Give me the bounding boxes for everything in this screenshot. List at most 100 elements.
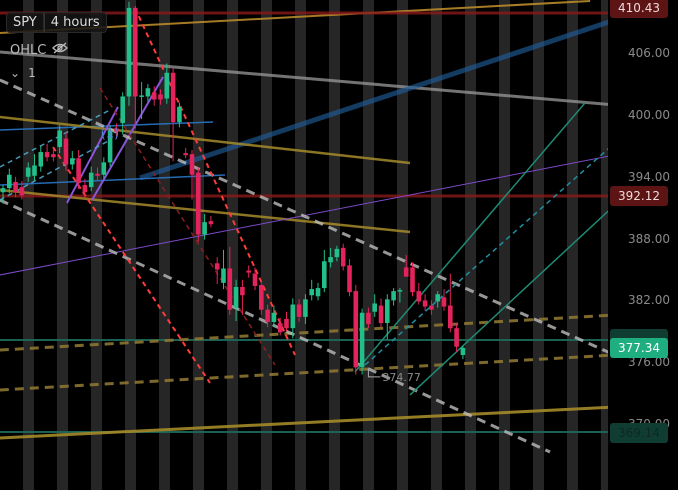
candle-body xyxy=(347,265,352,293)
trendline-drawing xyxy=(0,50,608,106)
price-tick-label: 394.00 xyxy=(628,169,670,184)
trendline-drawing xyxy=(0,174,226,186)
candle-body xyxy=(196,172,201,235)
candle-body xyxy=(57,130,62,147)
candle-body xyxy=(107,130,113,163)
candle-body xyxy=(259,284,264,310)
price-tick-label: 376.00 xyxy=(628,355,670,370)
candle-body xyxy=(290,304,296,329)
candle-body xyxy=(460,347,466,355)
trendline-drawing xyxy=(0,155,608,276)
price-tick-label: 388.00 xyxy=(628,231,670,246)
candle-body xyxy=(32,165,37,176)
candle-body xyxy=(252,273,258,286)
candle-body xyxy=(385,299,390,324)
collapse-count: 1 xyxy=(28,66,36,80)
price-axis[interactable]: 406.00400.00394.00388.00382.00376.00370.… xyxy=(608,0,678,490)
candle-body xyxy=(448,305,453,329)
candle-body xyxy=(88,172,94,188)
annotation-pointer xyxy=(367,368,381,378)
trendline-drawing xyxy=(0,188,411,234)
drawing-label: (1) xyxy=(101,127,119,142)
candle-body xyxy=(322,261,327,289)
candle-body xyxy=(435,294,440,302)
candle-body xyxy=(70,158,75,165)
candle-body xyxy=(139,95,144,97)
candle-body xyxy=(303,299,308,317)
candle-body xyxy=(391,291,396,301)
candle-body xyxy=(315,288,321,297)
trendline-drawing xyxy=(354,102,586,373)
candle-body xyxy=(359,312,365,368)
trendline-drawing xyxy=(0,109,111,168)
candle-body xyxy=(63,138,69,165)
price-label-badge: 377.34 xyxy=(610,338,668,359)
trendline-drawing xyxy=(409,210,608,396)
price-label-badge: 410.43 xyxy=(610,0,668,18)
price-tick-label: 382.00 xyxy=(628,293,670,308)
candle-body xyxy=(454,328,459,347)
candle-body xyxy=(340,247,346,267)
trendline-drawing xyxy=(0,115,411,165)
candle-body xyxy=(271,312,277,323)
trendline-drawing xyxy=(0,198,551,454)
candle-body xyxy=(353,291,359,368)
candle-body xyxy=(240,287,245,296)
candle-body xyxy=(183,153,188,156)
price-label-badge: 369.14 xyxy=(610,422,668,443)
candle-body xyxy=(202,222,207,235)
interval-label[interactable]: 4 hours xyxy=(43,12,107,33)
candle-body xyxy=(82,185,88,193)
collapse-toggle[interactable]: ⌄ 1 xyxy=(10,66,36,80)
candle-body xyxy=(397,290,403,292)
candle-body xyxy=(95,173,100,176)
candle-body xyxy=(208,221,214,225)
candle-body xyxy=(189,154,195,175)
chevron-down-icon[interactable]: ⌄ xyxy=(10,66,21,80)
candle-body xyxy=(0,188,6,193)
candle-body xyxy=(7,174,12,189)
candle-body xyxy=(133,7,138,97)
trendline-drawing xyxy=(0,405,608,440)
candle-body xyxy=(145,88,151,97)
trendline-drawing xyxy=(52,146,211,384)
candle-body xyxy=(221,268,226,283)
candle-body xyxy=(410,267,415,293)
candle-body xyxy=(25,167,31,177)
candle-body xyxy=(328,257,333,263)
candle-body xyxy=(51,154,56,158)
candle-body xyxy=(441,297,447,307)
candle-body xyxy=(422,300,428,307)
candle-body xyxy=(158,94,163,100)
candle-body xyxy=(151,92,157,100)
trendline-drawing xyxy=(0,353,608,392)
chart-plot-area[interactable]: 374.77 (1) xyxy=(0,0,608,490)
candle-body xyxy=(277,323,283,333)
candle-body xyxy=(309,289,314,296)
candle-body xyxy=(38,152,44,167)
candle-body xyxy=(120,96,125,124)
candlestick-chart[interactable]: 374.77 (1) xyxy=(0,0,608,490)
candle-body xyxy=(429,305,434,310)
candle-body xyxy=(101,162,107,175)
candle-body xyxy=(214,263,220,270)
eye-off-icon[interactable] xyxy=(52,42,69,58)
price-label-badge: 392.12 xyxy=(610,186,668,207)
symbol-legend[interactable]: SPY 4 hours xyxy=(6,12,107,33)
trendline-drawing xyxy=(0,121,214,131)
trendline-drawing xyxy=(0,78,608,354)
candle-body xyxy=(403,267,409,277)
candle-body xyxy=(13,181,18,193)
candle-body xyxy=(44,152,50,158)
trendline-drawing xyxy=(0,313,608,352)
candle-body xyxy=(164,72,170,99)
candle-body xyxy=(233,287,239,308)
trendline-drawing xyxy=(99,87,276,366)
candle-body xyxy=(246,270,251,273)
symbol-label[interactable]: SPY xyxy=(6,12,44,33)
trendline-drawing xyxy=(0,139,111,201)
indicator-legend[interactable]: OHLC xyxy=(10,42,69,58)
candle-body xyxy=(170,72,176,123)
price-tick-label: 400.00 xyxy=(628,108,670,122)
trendline-drawing xyxy=(134,7,296,356)
